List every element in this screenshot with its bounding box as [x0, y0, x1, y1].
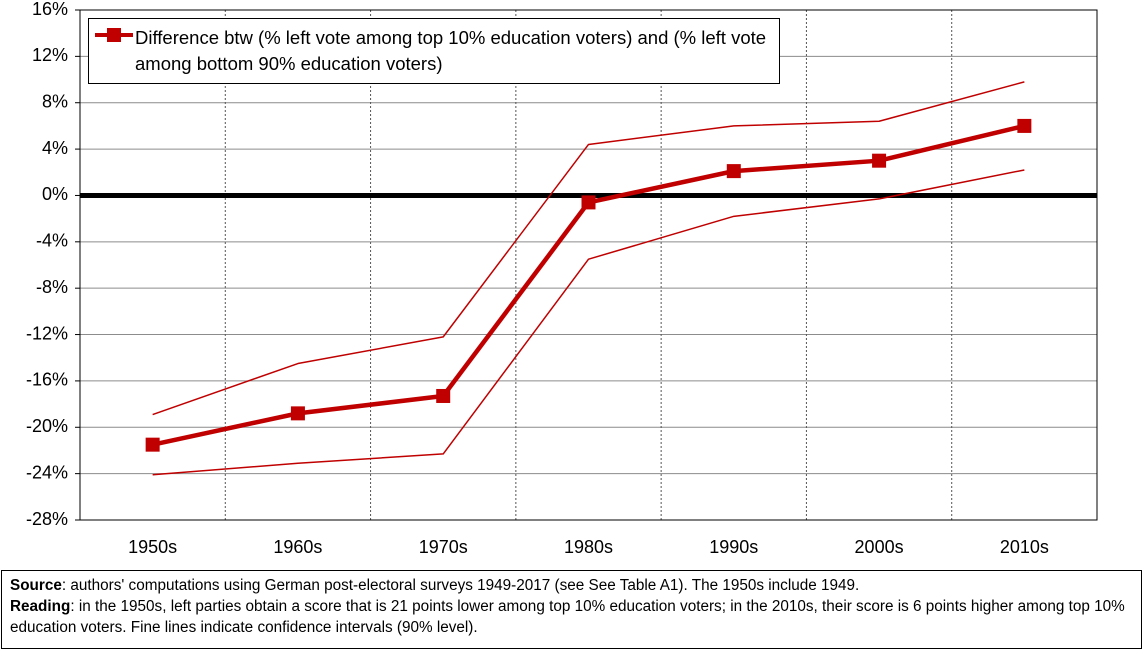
legend: Difference btw (% left vote among top 10…: [88, 18, 780, 84]
marker: [726, 164, 741, 179]
x-tick-label: 2000s: [855, 537, 904, 557]
x-tick-label: 1960s: [273, 537, 322, 557]
marker: [145, 437, 160, 452]
source-label: Source: [10, 577, 62, 594]
source-text: : authors' computations using German pos…: [61, 577, 860, 594]
y-tick-label: 12%: [32, 45, 68, 65]
marker: [436, 388, 451, 403]
reading-label: Reading: [10, 598, 71, 615]
series-line: [152, 123, 1025, 447]
chart: -28% -24% -20% -16% -12% -8% -4% 0% 4% 8% 12% 16% 19…: [26, 0, 1098, 557]
y-tick-label: -12%: [26, 323, 68, 343]
y-tick-label: -4%: [36, 231, 68, 251]
legend-label: Difference btw (% left vote among top 10…: [135, 27, 767, 74]
y-tick-label: 0%: [42, 184, 68, 204]
marker: [1017, 118, 1032, 133]
ci-lower-line: [152, 169, 1025, 476]
y-tick-label: -20%: [26, 416, 68, 436]
marker: [581, 195, 596, 210]
legend-swatch: [95, 28, 133, 42]
y-tick-label: 8%: [42, 91, 68, 111]
ci-upper-line: [152, 81, 1025, 416]
legend-marker: [107, 28, 121, 42]
y-tick-label: -24%: [26, 462, 68, 482]
x-tick-label: 1990s: [709, 537, 758, 557]
y-tick-label: -8%: [36, 277, 68, 297]
y-tick-label: 4%: [42, 138, 68, 158]
footer: Source: authors' computations using Germ…: [1, 570, 1142, 649]
marker: [872, 153, 887, 168]
y-tick-label: -28%: [26, 509, 68, 529]
marker: [290, 406, 305, 421]
x-tick-label: 2010s: [1000, 537, 1049, 557]
y-tick-label: 16%: [32, 0, 68, 19]
x-tick-label: 1970s: [419, 537, 468, 557]
x-tick-label: 1980s: [564, 537, 613, 557]
plot-frame: [79, 9, 1098, 521]
reading-text: : in the 1950s, left parties obtain a sc…: [10, 598, 1125, 636]
x-tick-label: 1950s: [128, 537, 177, 557]
y-tick-label: -16%: [26, 370, 68, 390]
